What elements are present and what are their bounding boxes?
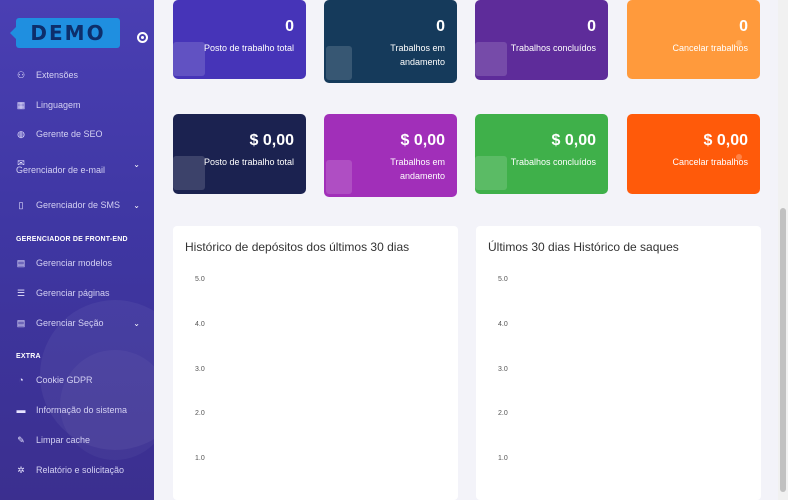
stat-card-jobs-in-progress-amount[interactable]: $ 0,00 Trabalhos em andamento	[324, 114, 457, 197]
list-icon: ☰	[16, 288, 26, 298]
sidebar-item-label: Relatório e solicitação	[36, 465, 125, 475]
stat-value: $ 0,00	[400, 132, 445, 149]
decoration-icon	[736, 40, 742, 46]
sidebar-item-report[interactable]: ✲ Relatório e solicitação	[0, 459, 154, 481]
section-title-frontend: GERENCIADOR DE FRONT-END	[16, 236, 128, 243]
sidebar-item-label: Cookie GDPR	[36, 375, 93, 385]
sidebar-item-seo[interactable]: ◍ Gerente de SEO	[0, 123, 154, 145]
broom-icon: ✎	[17, 435, 25, 445]
section-icon: ▤	[16, 318, 26, 328]
withdrawals-chart-panel: Últimos 30 dias Histórico de saques 5.0 …	[476, 226, 761, 500]
mobile-icon: ▯	[18, 200, 24, 210]
sidebar-item-clear-cache[interactable]: ✎ Limpar cache	[0, 429, 154, 451]
sidebar-item-label: Gerenciar modelos	[36, 258, 113, 268]
sidebar-item-label: Gerenciador de SMS	[36, 200, 121, 210]
stat-value: 0	[285, 18, 294, 35]
stat-value: $ 0,00	[249, 132, 294, 149]
stat-card-total-jobs-amount[interactable]: $ 0,00 Posto de trabalho total	[173, 114, 306, 194]
sidebar-item-label: Gerente de SEO	[36, 129, 103, 139]
stat-card-jobs-in-progress[interactable]: 0 Trabalhos em andamento	[324, 0, 457, 83]
y-tick-label: 5.0	[498, 276, 508, 283]
y-tick-label: 1.0	[498, 455, 508, 462]
y-tick-label: 1.0	[195, 455, 205, 462]
globe-icon: ◍	[17, 129, 25, 139]
sidebar-item-label: Linguagem	[36, 100, 81, 110]
section-title-extra: EXTRA	[16, 353, 41, 360]
chevron-down-icon: ⌄	[133, 318, 140, 328]
stat-card-total-jobs[interactable]: 0 Posto de trabalho total	[173, 0, 306, 79]
page-scrollbar[interactable]	[778, 0, 788, 500]
sidebar-item-cookie[interactable]: ◔ Cookie GDPR	[0, 369, 154, 391]
stat-value: $ 0,00	[703, 132, 748, 149]
withdrawals-chart-title: Últimos 30 dias Histórico de saques	[488, 240, 679, 254]
sidebar-item-label: Gerenciar Seção	[36, 318, 104, 328]
stat-card-jobs-completed-amount[interactable]: $ 0,00 Trabalhos concluídos	[475, 114, 608, 194]
y-tick-label: 4.0	[498, 321, 508, 328]
stat-value: 0	[739, 18, 748, 35]
stat-label: Trabalhos em andamento	[390, 43, 445, 67]
y-tick-label: 5.0	[195, 276, 205, 283]
invoice-icon	[475, 156, 507, 190]
logo[interactable]: DEMO	[10, 18, 120, 48]
bug-icon: ✲	[17, 465, 25, 475]
stat-value: 0	[587, 18, 596, 35]
sidebar-item-label: Gerenciador de e-mail	[16, 165, 106, 175]
puzzle-icon: ⚇	[16, 70, 26, 80]
sidebar-item-language[interactable]: ▦ Linguagem	[0, 94, 154, 116]
document-icon	[326, 160, 352, 194]
wallet-icon	[173, 42, 205, 76]
sidebar-item-extensions[interactable]: ⚇ Extensões	[0, 64, 154, 86]
stat-label: Trabalhos em andamento	[390, 157, 445, 181]
sidebar-toggle-icon[interactable]	[137, 32, 148, 43]
sidebar-item-sms[interactable]: ▯ Gerenciador de SMS ⌄	[0, 194, 154, 216]
logo-text: DEMO	[30, 21, 106, 45]
y-tick-label: 2.0	[498, 410, 508, 417]
sidebar-item-pages[interactable]: ☰ Gerenciar páginas	[0, 282, 154, 304]
stat-label: Posto de trabalho total	[203, 43, 294, 53]
stat-card-cancelled-jobs[interactable]: 0 Cancelar trabalhos	[627, 0, 760, 79]
y-tick-label: 2.0	[195, 410, 205, 417]
y-tick-label: 4.0	[195, 321, 205, 328]
decoration-icon	[736, 154, 742, 160]
sidebar-item-templates[interactable]: ▤ Gerenciar modelos	[0, 252, 154, 274]
mail-icon: ✉	[17, 158, 25, 168]
stat-label: Trabalhos concluídos	[510, 157, 596, 167]
chevron-down-icon: ⌄	[133, 160, 140, 169]
template-icon: ▤	[16, 258, 26, 268]
wallet-icon	[173, 156, 205, 190]
sidebar-item-label: Extensões	[36, 70, 79, 80]
server-icon: ▬	[16, 405, 26, 415]
stat-label: Trabalhos concluídos	[510, 43, 596, 53]
y-tick-label: 3.0	[498, 366, 508, 373]
scrollbar-thumb[interactable]	[780, 208, 786, 492]
language-icon: ▦	[16, 100, 26, 110]
sidebar-decoration	[40, 300, 154, 450]
y-tick-label: 3.0	[195, 366, 205, 373]
sidebar-item-label: Informação do sistema	[36, 405, 128, 415]
cookie-icon: ◔	[18, 375, 24, 385]
deposits-chart-title: Histórico de depósitos dos últimos 30 di…	[185, 240, 410, 254]
stat-value: $ 0,00	[551, 132, 596, 149]
document-icon	[326, 46, 352, 80]
sidebar-item-sections[interactable]: ▤ Gerenciar Seção ⌄	[0, 312, 154, 334]
stat-card-cancelled-jobs-amount[interactable]: $ 0,00 Cancelar trabalhos	[627, 114, 760, 194]
stat-label: Cancelar trabalhos	[672, 157, 748, 167]
chevron-down-icon: ⌄	[133, 200, 140, 210]
stat-label: Cancelar trabalhos	[672, 43, 748, 53]
stat-card-jobs-completed[interactable]: 0 Trabalhos concluídos	[475, 0, 608, 80]
sidebar-item-system-info[interactable]: ▬ Informação do sistema	[0, 399, 154, 421]
sidebar: DEMO ⚇ Extensões ▦ Linguagem ◍ Gerente d…	[0, 0, 154, 500]
deposits-chart-panel: Histórico de depósitos dos últimos 30 di…	[173, 226, 458, 500]
sidebar-item-label: Gerenciar páginas	[36, 288, 110, 298]
sidebar-item-email[interactable]: ✉ Gerenciador de e-mail ⌄	[0, 152, 154, 182]
sidebar-item-label: Limpar cache	[36, 435, 91, 445]
stat-label: Posto de trabalho total	[203, 157, 294, 167]
invoice-icon	[475, 42, 507, 76]
stat-value: 0	[436, 18, 445, 35]
sidebar-decoration	[60, 350, 154, 460]
